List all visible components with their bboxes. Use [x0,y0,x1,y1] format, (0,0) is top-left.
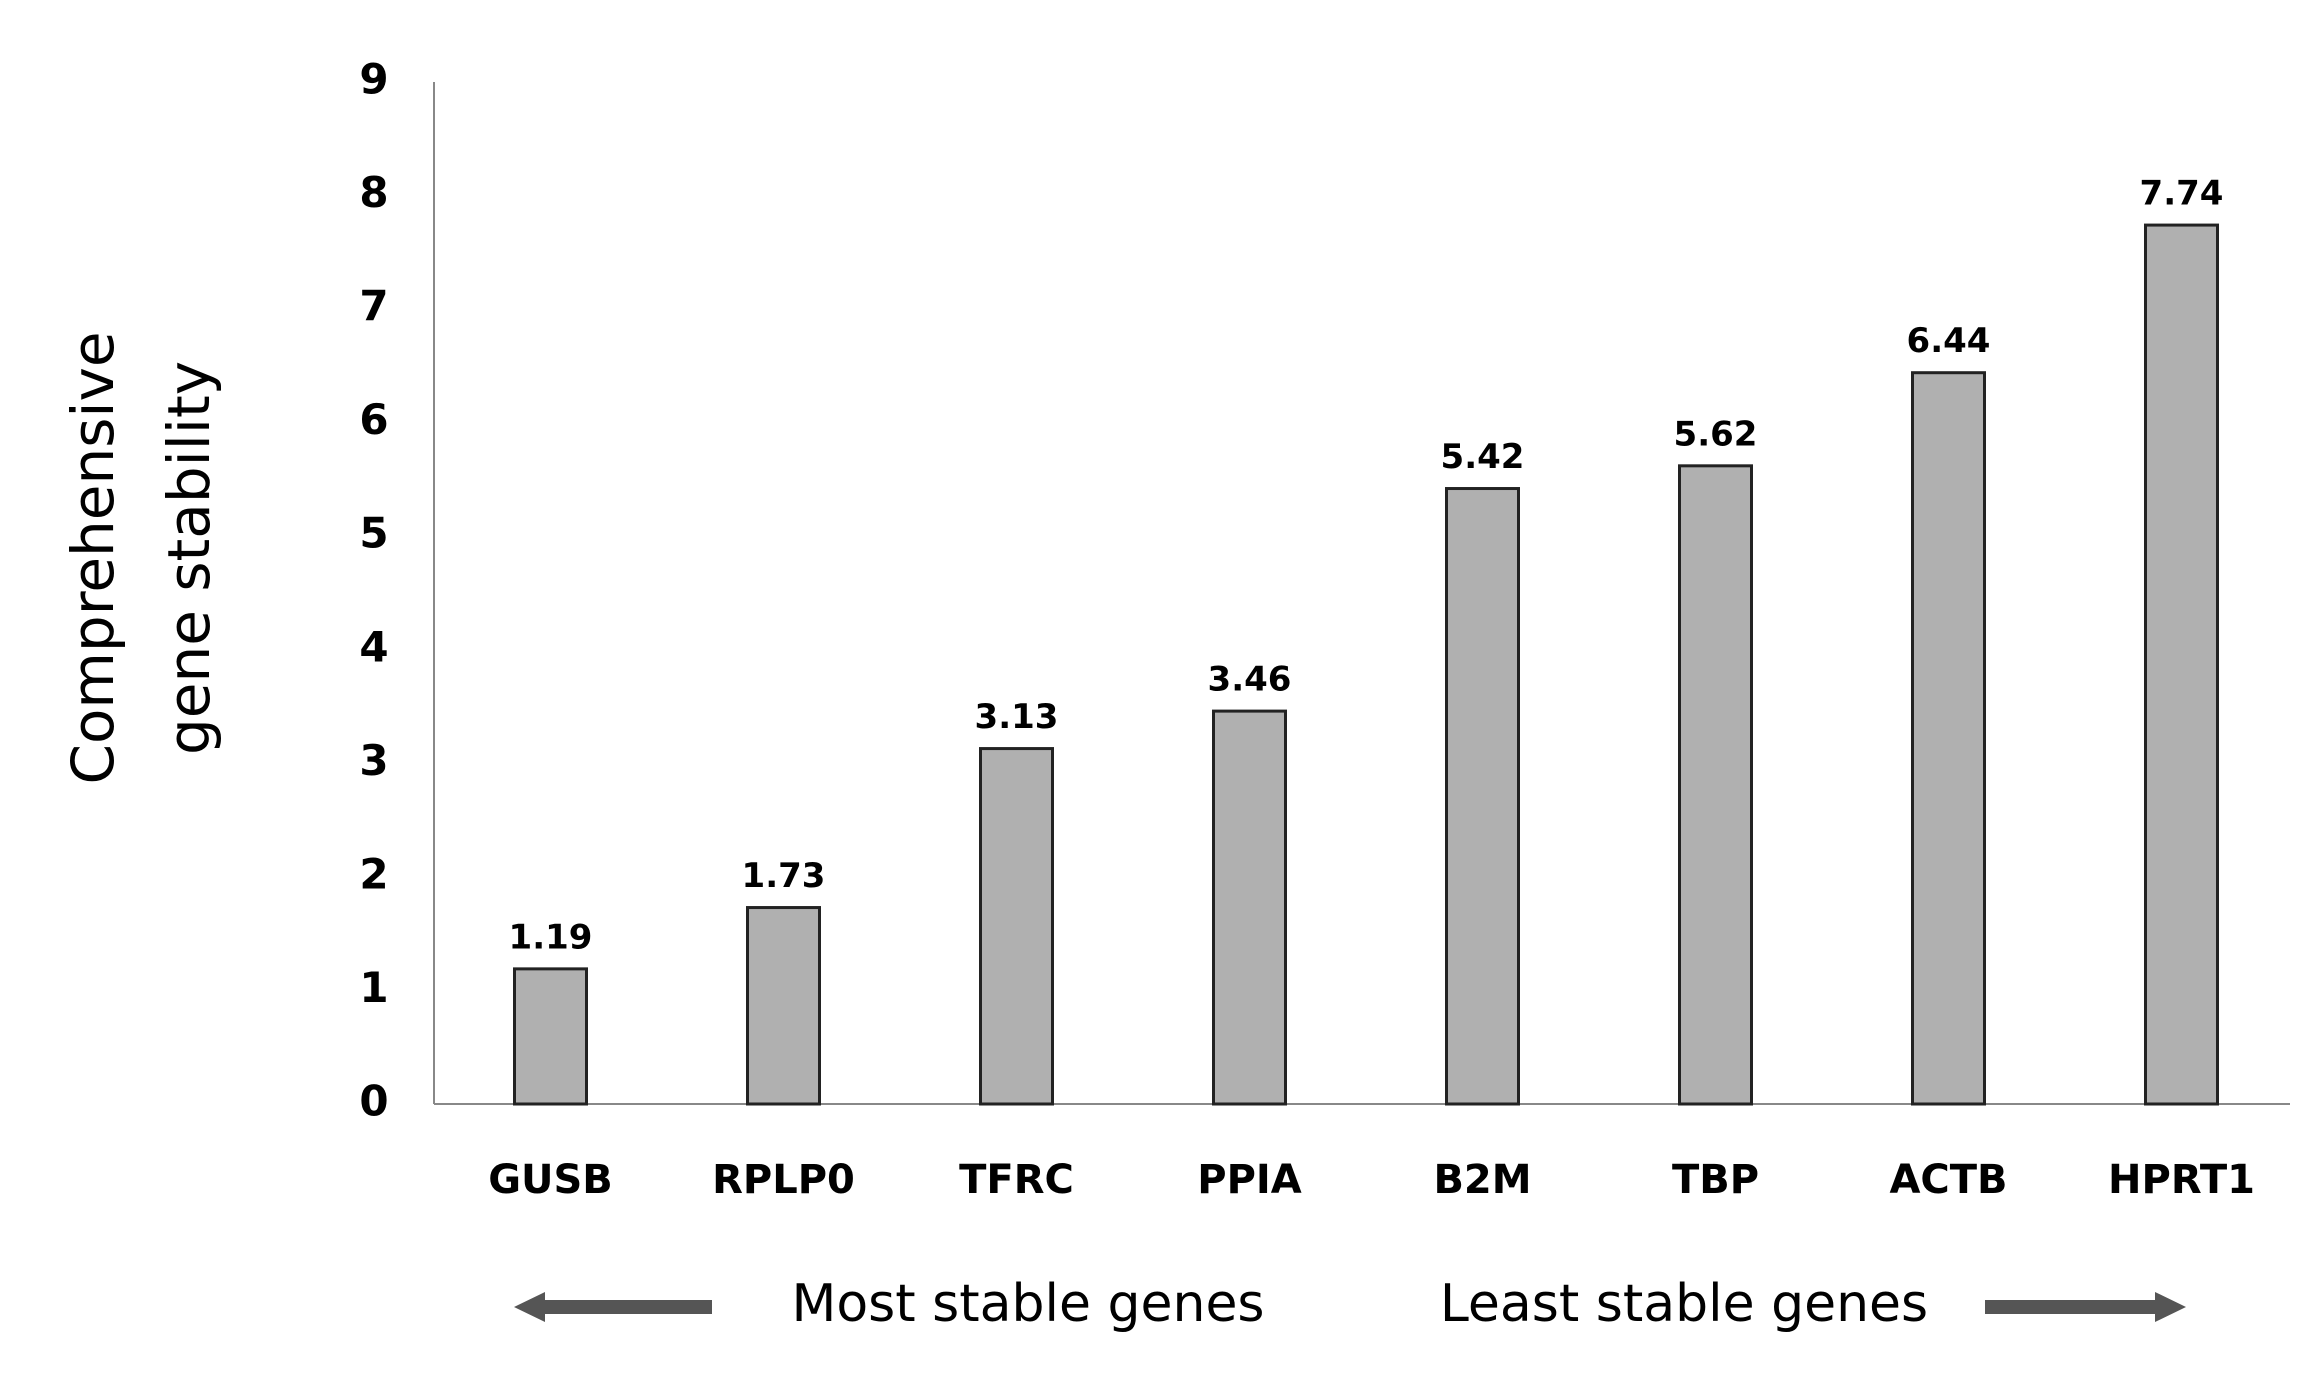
bar [979,747,1054,1106]
x-tick-label: TBP [1672,1157,1759,1203]
y-tick-label: 4 [359,622,388,671]
value-label: 5.62 [1674,414,1758,454]
y-tick-label: 6 [359,395,388,444]
x-tick-label: PPIA [1197,1157,1302,1203]
bar [2144,223,2219,1106]
bar [746,906,821,1106]
x-tick-label: ACTB [1889,1157,2007,1203]
value-label: 5.42 [1441,437,1525,477]
value-label: 1.73 [742,856,826,896]
value-label: 1.19 [509,917,593,957]
x-tick-label: GUSB [488,1157,613,1203]
value-label: 6.44 [1907,321,1991,361]
x-tick-label: B2M [1433,1157,1531,1203]
x-tick-label: HPRT1 [2108,1157,2255,1203]
y-axis-label: gene stability [155,361,223,755]
y-tick-label: 1 [359,963,388,1012]
x-tick-label: RPLP0 [712,1157,855,1203]
y-tick-label: 7 [359,282,388,331]
value-label: 7.74 [2140,174,2224,214]
y-tick-label: 0 [359,1077,388,1126]
y-tick-label: 8 [359,168,388,217]
arrow-left [514,1292,712,1322]
arrow-right [1985,1292,2186,1322]
bar [1678,464,1753,1106]
bar [1212,709,1287,1106]
bar [1445,487,1520,1106]
value-label: 3.13 [975,697,1059,737]
x-tick-label: TFRC [959,1157,1074,1203]
annotation: Least stable genes [1440,1274,1928,1334]
y-tick-label: 2 [359,849,388,898]
value-label: 3.46 [1208,660,1292,700]
y-tick-label: 5 [359,509,388,558]
y-tick-label: 9 [359,55,388,104]
y-axis-label: Comprehensive [59,331,127,784]
y-tick-label: 3 [359,736,388,785]
annotation: Most stable genes [791,1274,1264,1334]
bar [1911,371,1986,1106]
bar [513,967,588,1106]
